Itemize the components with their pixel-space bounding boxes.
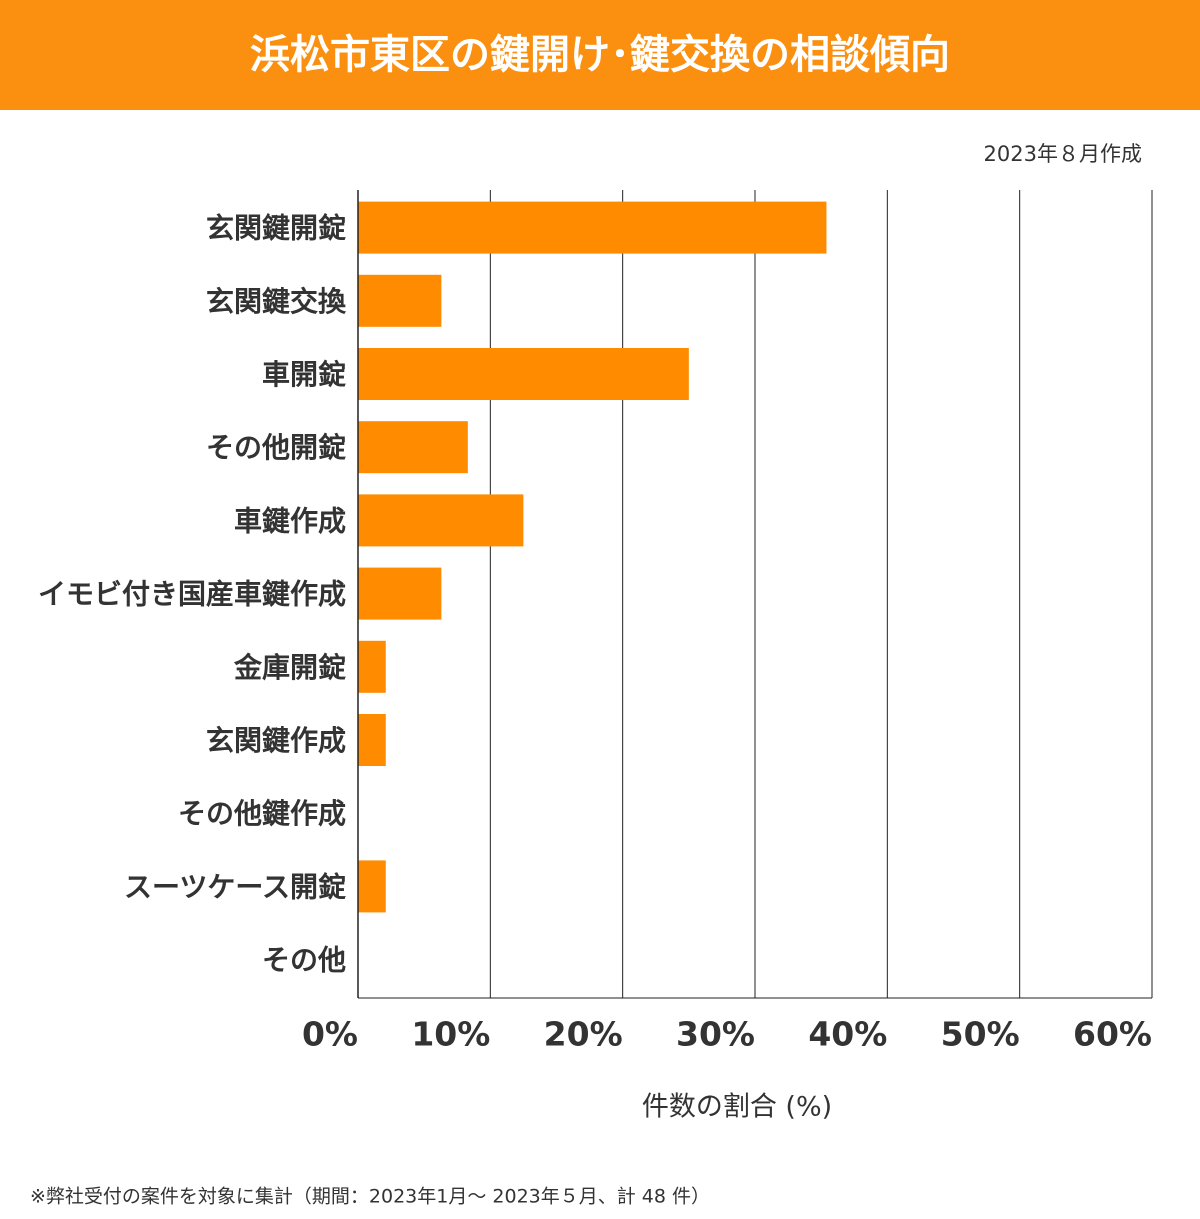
y-tick-label: その他鍵作成 bbox=[178, 797, 346, 830]
header-band bbox=[0, 0, 1200, 110]
bar bbox=[358, 494, 524, 547]
y-tick-label: その他開錠 bbox=[206, 431, 346, 464]
subtitle: 2023年８月作成 bbox=[984, 142, 1142, 166]
bar bbox=[358, 640, 386, 693]
bar bbox=[358, 201, 827, 254]
y-tick-label: イモビ付き国産車鍵作成 bbox=[38, 578, 346, 611]
y-tick-label: 車鍵作成 bbox=[234, 504, 346, 537]
bar bbox=[358, 421, 468, 474]
bar bbox=[358, 567, 442, 620]
y-tick-label: スーツケース開錠 bbox=[124, 870, 346, 903]
x-tick-label: 0% bbox=[302, 1015, 358, 1054]
x-tick-label: 60% bbox=[1073, 1015, 1152, 1054]
y-tick-label: 玄関鍵開錠 bbox=[206, 212, 346, 245]
y-tick-label: 金庫開錠 bbox=[233, 651, 346, 684]
bar bbox=[358, 860, 386, 913]
x-tick-label: 10% bbox=[411, 1015, 490, 1054]
x-tick-label: 20% bbox=[544, 1015, 623, 1054]
x-tick-label: 40% bbox=[808, 1015, 887, 1054]
x-axis-label: 件数の割合 (%) bbox=[642, 1092, 832, 1123]
bar bbox=[358, 714, 386, 766]
footnote: ※弊社受付の案件を対象に集計（期間：2023年1月～ 2023年５月、計 48 … bbox=[30, 1186, 710, 1208]
y-tick-label: 玄関鍵作成 bbox=[206, 724, 346, 757]
y-tick-label: その他 bbox=[262, 944, 346, 977]
x-tick-label: 50% bbox=[941, 1015, 1020, 1054]
x-tick-label: 30% bbox=[676, 1015, 755, 1054]
bar bbox=[358, 348, 689, 400]
bar bbox=[358, 274, 442, 327]
chart-title: 浜松市東区の鍵開け･鍵交換の相談傾向 bbox=[250, 32, 950, 78]
y-tick-label: 車開錠 bbox=[262, 358, 346, 391]
y-tick-label: 玄関鍵交換 bbox=[206, 285, 347, 318]
